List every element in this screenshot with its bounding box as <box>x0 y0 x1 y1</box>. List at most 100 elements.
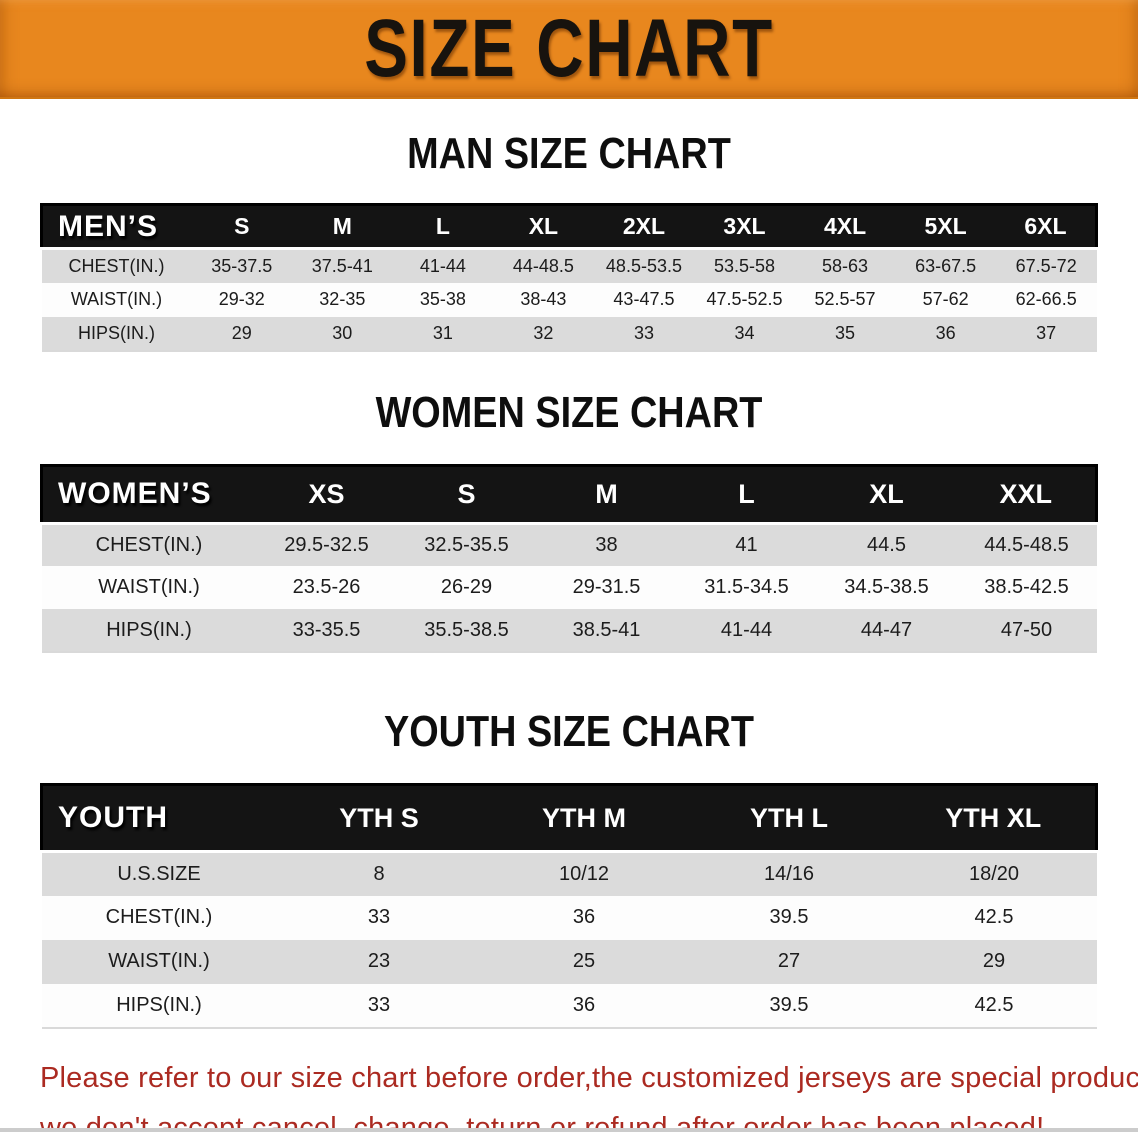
size-cell: 32.5-35.5 <box>424 533 509 556</box>
men-size-table: MEN’S S M L XL 2XL 3XL 4XL 5XL 6XL CHEST(IN.) 35-37… <box>40 203 1098 352</box>
column-header-yth-xl: YTH XL <box>891 783 1098 853</box>
size-cell: 33 <box>276 983 482 1029</box>
column-header-yth-s: YTH S <box>276 783 482 853</box>
size-cell: 8 <box>373 862 385 885</box>
size-cell: 47-50 <box>956 609 1097 653</box>
size-cell: 10/12 <box>558 862 610 885</box>
column-header-2xl: 2XL <box>593 203 695 250</box>
size-cell: 43-47.5 <box>613 289 675 309</box>
column-header-xl: XL <box>493 203 594 250</box>
size-cell: 38.5-41 <box>536 609 677 653</box>
column-header-yth-l: YTH L <box>686 783 892 853</box>
women-section-title: WOMEN SIZE CHART <box>375 387 763 437</box>
youth-table-row: U.S.SIZE 8 10/12 14/16 18/20 <box>41 851 1097 896</box>
size-cell: 35-37.5 <box>211 255 273 276</box>
size-cell: 31.5-34.5 <box>704 576 789 598</box>
size-cell: 25 <box>572 950 596 972</box>
size-cell: 44.5 <box>867 533 906 556</box>
size-cell: 32 <box>493 316 594 352</box>
size-cell: 53.5-58 <box>713 255 776 276</box>
size-cell: 41-44 <box>419 255 466 276</box>
men-section-title: MAN SIZE CHART <box>407 129 731 178</box>
disclaimer-line-1: Please refer to our size chart before or… <box>40 1061 1138 1094</box>
row-label-chest-in.-: CHEST(IN.) <box>68 255 165 276</box>
bottom-edge-strip <box>0 1128 1138 1132</box>
size-cell: 34.5-38.5 <box>844 576 929 598</box>
size-cell: 44-47 <box>816 609 957 653</box>
column-header-yth-m: YTH M <box>481 783 687 853</box>
men-size-section: MAN SIZE CHART MEN’S S M L XL 2XL 3XL 4XL 5XL 6XL… <box>0 129 1138 352</box>
size-cell: 36 <box>572 906 596 928</box>
size-cell: 36 <box>895 316 996 352</box>
size-cell: 63-67.5 <box>915 255 977 276</box>
size-cell: 29 <box>191 316 293 352</box>
youth-table-row: CHEST(IN.) 33 36 39.5 42.5 <box>41 895 1097 940</box>
size-cell: 38.5-42.5 <box>984 576 1069 598</box>
size-cell: 32-35 <box>319 289 366 309</box>
banner-title: SIZE CHART <box>364 3 774 94</box>
men-table-row: HIPS(IN.) 29 30 31 32 33 34 35 36 37 <box>41 316 1097 352</box>
size-cell: 39.5 <box>769 906 809 928</box>
size-cell: 39.5 <box>686 983 892 1029</box>
women-size-table: WOMEN’S XS S M L XL XXL CHEST(IN.) 29.5-32.5 32.5… <box>40 463 1098 653</box>
row-label-u.s.size: U.S.SIZE <box>117 862 201 885</box>
size-cell: 57-62 <box>922 289 969 309</box>
size-cell: 23 <box>367 950 391 972</box>
size-cell: 35-38 <box>419 289 466 309</box>
women-table-label: WOMEN’S <box>40 463 257 525</box>
column-header-6xl: 6XL <box>995 203 1098 250</box>
size-cell: 35 <box>794 316 896 352</box>
disclaimer-line-2: we don't accept cancel, change, teturn o… <box>40 1111 1045 1132</box>
column-header-l: L <box>392 203 494 250</box>
column-header-s: S <box>191 203 293 250</box>
size-cell: 26-29 <box>440 576 493 598</box>
row-label-chest-in.-: CHEST(IN.) <box>105 906 213 928</box>
size-cell: 42.5 <box>974 906 1014 928</box>
size-cell: 29 <box>982 950 1006 972</box>
column-header-4xl: 4XL <box>794 203 896 250</box>
row-label-waist-in.-: WAIST(IN.) <box>70 289 163 309</box>
youth-table-row: HIPS(IN.) 33 36 39.5 42.5 <box>41 983 1097 1029</box>
column-header-s: S <box>396 463 537 525</box>
size-cell: 14/16 <box>763 862 815 885</box>
column-header-5xl: 5XL <box>895 203 996 250</box>
youth-section-title: YOUTH SIZE CHART <box>383 707 754 756</box>
youth-table-header-row: YOUTH YTH S YTH M YTH L YTH XL <box>40 783 1098 853</box>
column-header-3xl: 3XL <box>694 203 795 250</box>
size-cell: 29.5-32.5 <box>284 533 369 556</box>
size-cell: 36 <box>481 983 687 1029</box>
size-cell: 52.5-57 <box>814 289 876 309</box>
size-cell: 58-63 <box>822 255 869 276</box>
size-cell: 29-32 <box>218 289 265 309</box>
size-cell: 44-48.5 <box>512 255 574 276</box>
size-cell: 35.5-38.5 <box>396 609 537 653</box>
size-cell: 33 <box>367 906 391 928</box>
size-cell: 47.5-52.5 <box>706 289 783 309</box>
size-chart-banner: SIZE CHART <box>0 0 1138 99</box>
men-table-row: CHEST(IN.) 35-37.5 37.5-41 41-44 44-48.5 48.5… <box>41 248 1097 283</box>
size-cell: 37.5-41 <box>311 255 373 276</box>
size-cell: 67.5-72 <box>1015 255 1077 276</box>
size-cell: 33-35.5 <box>256 609 397 653</box>
row-label-hips-in.-: HIPS(IN.) <box>41 316 192 352</box>
column-header-m: M <box>536 463 677 525</box>
size-cell: 62-66.5 <box>1015 289 1077 309</box>
youth-size-table: YOUTH YTH S YTH M YTH L YTH XL U.S.SIZE 8 10/12… <box>40 783 1098 1029</box>
column-header-xs: XS <box>256 463 397 525</box>
row-label-waist-in.-: WAIST(IN.) <box>98 576 200 598</box>
row-label-chest-in.-: CHEST(IN.) <box>95 533 203 556</box>
youth-table-row: WAIST(IN.) 23 25 27 29 <box>41 939 1097 984</box>
size-cell: 33 <box>593 316 695 352</box>
size-cell: 38 <box>595 533 618 556</box>
column-header-xl: XL <box>816 463 957 525</box>
row-label-hips-in.-: HIPS(IN.) <box>41 609 257 653</box>
women-table-row: CHEST(IN.) 29.5-32.5 32.5-35.5 38 41 44.5 44.5… <box>41 523 1097 566</box>
size-cell: 42.5 <box>891 983 1097 1029</box>
women-table-row: WAIST(IN.) 23.5-26 26-29 29-31.5 31.5-34.5 34… <box>41 566 1097 609</box>
size-cell: 31 <box>392 316 494 352</box>
size-cell: 41-44 <box>676 609 817 653</box>
youth-size-section: YOUTH SIZE CHART YOUTH YTH S YTH M YTH L YTH… <box>0 707 1138 1029</box>
size-cell: 41 <box>735 533 758 556</box>
disclaimer-note: Please refer to our size chart before or… <box>40 1053 1138 1132</box>
